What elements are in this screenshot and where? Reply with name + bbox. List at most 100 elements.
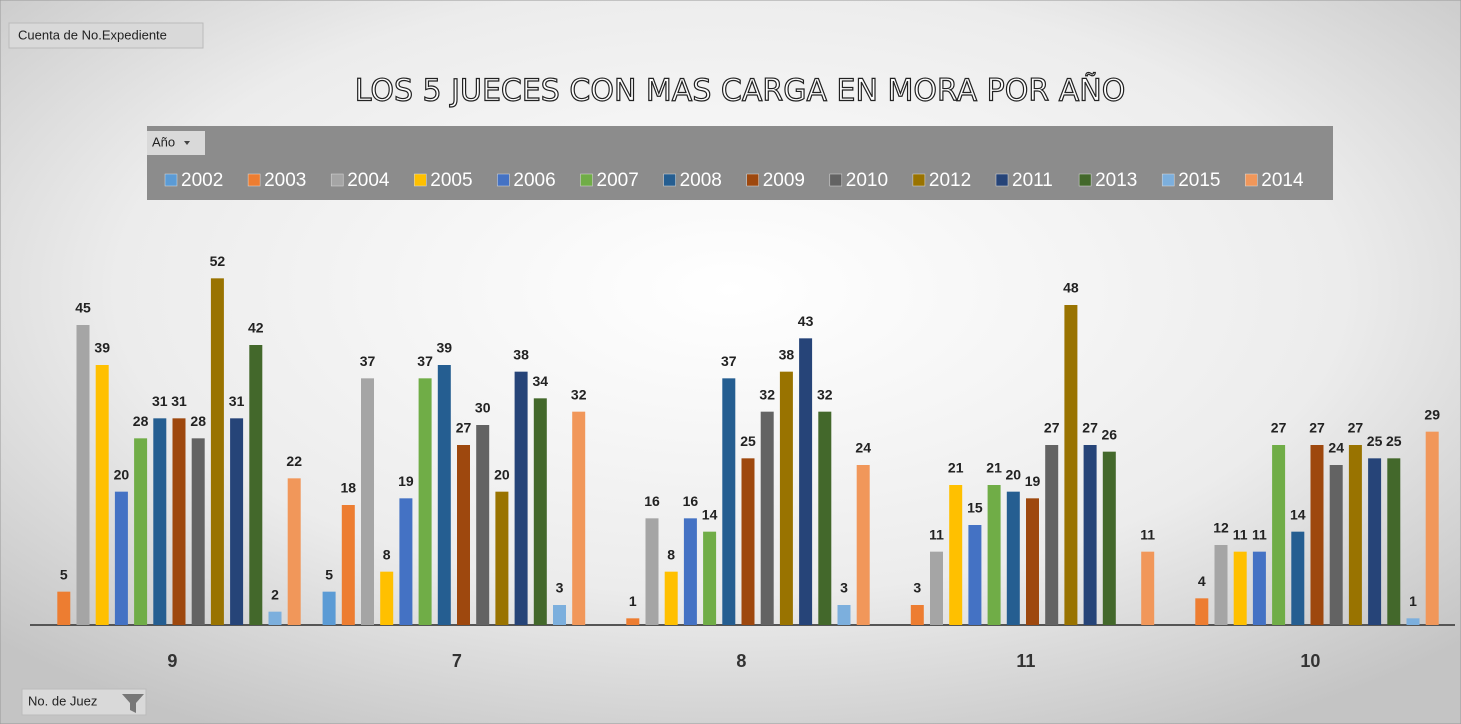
bar [1233, 551, 1247, 625]
legend-label: 2003 [264, 170, 306, 191]
data-label: 24 [1328, 440, 1344, 456]
bar [1045, 445, 1059, 625]
data-label: 27 [1309, 420, 1325, 436]
data-label: 31 [229, 393, 245, 409]
data-label: 37 [360, 353, 376, 369]
bar [457, 445, 470, 625]
bar [495, 491, 509, 625]
bar [1425, 431, 1439, 625]
legend-label: 2006 [513, 170, 555, 191]
legend-box [147, 126, 1333, 200]
dropdown-arrow [184, 141, 190, 145]
data-label: 38 [779, 346, 795, 362]
data-label: 24 [855, 440, 871, 456]
x-tick-label: 7 [452, 651, 462, 671]
legend-swatch [414, 173, 427, 187]
bar [380, 571, 394, 625]
data-label: 3 [840, 580, 848, 596]
bar [1406, 618, 1420, 625]
legend-swatch [164, 173, 178, 187]
legend-swatch [1245, 173, 1258, 187]
data-label: 37 [417, 353, 433, 369]
bar [1214, 545, 1228, 625]
data-label: 11 [1233, 526, 1248, 542]
data-label: 25 [1367, 433, 1383, 449]
axis-field-button[interactable] [21, 688, 147, 716]
bar [949, 485, 963, 625]
legend-label: 2015 [1178, 170, 1220, 191]
data-label: 27 [1348, 420, 1364, 436]
data-label: 18 [341, 480, 357, 496]
bar [1291, 531, 1305, 625]
data-label: 31 [152, 393, 168, 409]
data-label: 27 [1044, 420, 1060, 436]
legend-label: 2005 [430, 170, 472, 191]
data-label: 25 [1386, 433, 1402, 449]
data-label: 15 [967, 500, 983, 516]
bar [626, 618, 640, 625]
data-label: 20 [494, 466, 510, 482]
data-label: 11 [1252, 526, 1267, 542]
data-label: 32 [571, 386, 587, 402]
data-label: 5 [60, 566, 68, 582]
data-label: 27 [456, 420, 472, 436]
data-label: 8 [667, 546, 675, 562]
bar [1141, 551, 1155, 625]
data-label: 43 [798, 313, 814, 329]
data-label: 39 [94, 340, 110, 356]
data-label: 2 [271, 586, 279, 602]
bar [683, 518, 697, 625]
value-field-button[interactable] [8, 22, 204, 49]
x-tick-label: 8 [736, 651, 746, 671]
data-label: 1 [1409, 593, 1417, 609]
data-label: 16 [683, 493, 699, 509]
data-label: 26 [1102, 426, 1118, 442]
x-tick-label: 10 [1300, 651, 1320, 671]
data-label: 1 [629, 593, 637, 609]
bar [703, 531, 717, 625]
bar [645, 518, 659, 625]
data-label: 20 [114, 466, 130, 482]
bar [533, 398, 547, 625]
bar [1064, 305, 1078, 625]
x-tick-label: 9 [167, 651, 177, 671]
data-label: 42 [248, 320, 264, 336]
bar [741, 458, 755, 625]
bar [399, 498, 413, 625]
bar [1102, 451, 1116, 625]
legend-filter-button[interactable] [147, 131, 205, 155]
filter-icon [122, 694, 144, 713]
legend-swatch [663, 173, 676, 187]
bar [722, 378, 736, 625]
bar [341, 505, 355, 625]
data-label: 19 [398, 473, 414, 489]
data-label: 45 [75, 300, 91, 316]
bar [76, 325, 90, 625]
value-field-label: Cuenta de No.Expediente [18, 27, 167, 42]
data-label: 21 [948, 460, 964, 476]
bar [172, 418, 186, 625]
legend-label: 2013 [1095, 170, 1137, 191]
data-label: 52 [210, 253, 226, 269]
bar [268, 611, 282, 625]
legend-swatch [247, 173, 261, 187]
data-label: 34 [533, 373, 549, 389]
bar [1195, 598, 1209, 625]
bar [987, 485, 1001, 625]
legend-label: 2009 [763, 170, 805, 191]
data-label: 27 [1271, 420, 1287, 436]
legend-swatch [995, 173, 1009, 187]
bar [799, 338, 813, 625]
data-label: 16 [644, 493, 660, 509]
data-label: 27 [1082, 420, 1098, 436]
data-label: 21 [986, 460, 1002, 476]
data-label: 28 [133, 413, 149, 429]
data-label: 20 [1006, 466, 1022, 482]
data-label: 3 [556, 580, 564, 596]
data-label: 8 [383, 546, 391, 562]
bar [1006, 491, 1020, 625]
data-label: 32 [759, 386, 775, 402]
bar [153, 418, 167, 625]
bar [437, 365, 451, 625]
x-tick-label: 11 [1016, 651, 1035, 671]
